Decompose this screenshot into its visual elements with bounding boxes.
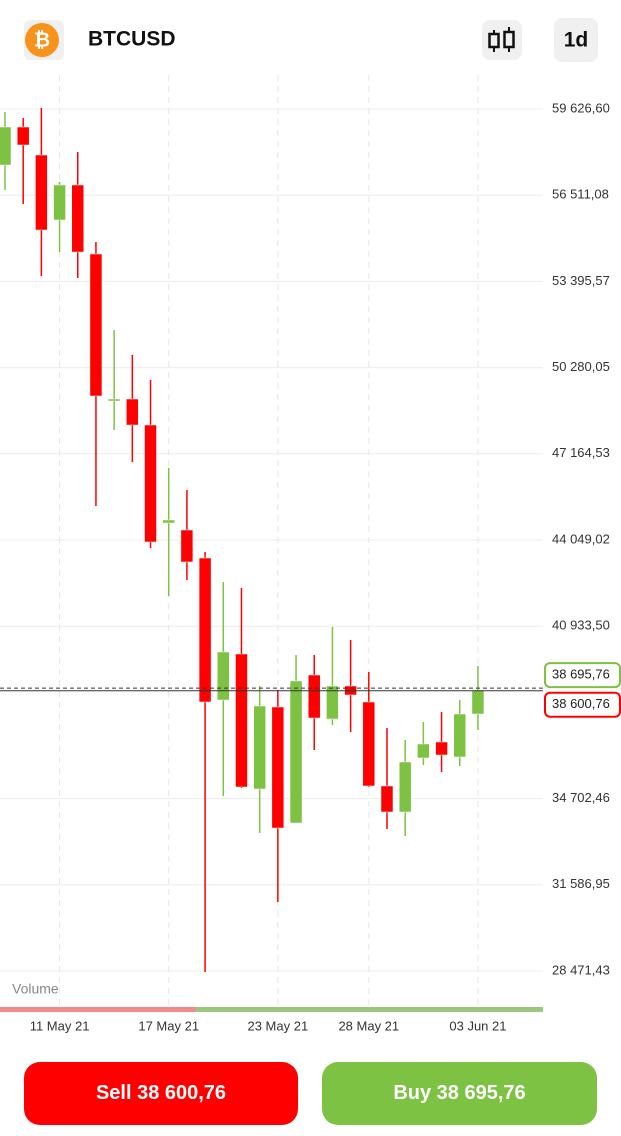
symbol[interactable]: BTCUSD: [88, 28, 176, 51]
candle-body: [162, 519, 175, 524]
candle-body: [253, 705, 266, 790]
candle-body: [126, 398, 139, 426]
x-tick-label: 28 May 21: [338, 1018, 399, 1033]
volume-bar-up: [196, 1007, 543, 1012]
candle-body: [0, 126, 12, 166]
candle-body: [453, 713, 466, 758]
timeframe[interactable]: 1d: [564, 29, 589, 52]
sell-button[interactable]: Sell 38 600,76: [24, 1062, 298, 1125]
button-bg[interactable]: [482, 20, 522, 60]
candle-body: [380, 785, 394, 813]
candle-body: [35, 154, 48, 231]
candle-body: [53, 184, 66, 221]
candle-body: [217, 651, 230, 701]
y-tick-label: 56 511,08: [552, 187, 609, 202]
bitcoin-symbol: ₿: [34, 29, 50, 51]
timeframe-button[interactable]: [554, 18, 598, 62]
volume-bar-down: [0, 1007, 196, 1012]
x-tick-label: 17 May 21: [138, 1018, 199, 1033]
candle-body: [307, 674, 321, 719]
y-tick-label: 53 395,57: [552, 273, 610, 288]
chart-type-button[interactable]: [482, 20, 522, 60]
candle-body: [198, 557, 212, 703]
candle-body: [289, 680, 303, 824]
candle-body: [398, 761, 412, 813]
candle-body: [71, 184, 85, 253]
candle-body: [471, 690, 485, 715]
volume-label: Volume: [12, 981, 59, 997]
icon-stroke: [488, 32, 500, 49]
y-tick-label: 50 280,05: [552, 359, 610, 374]
icon-stroke: [503, 30, 515, 49]
y-tick-label: 28 471,43: [552, 962, 610, 977]
bitcoin-icon: [25, 23, 59, 57]
candle-body: [180, 529, 194, 563]
ask-label: 38 695,76: [552, 667, 610, 682]
candle-body: [362, 701, 376, 787]
x-tick-label: 23 May 21: [247, 1018, 308, 1033]
bid-label: 38 600,76: [552, 696, 610, 711]
ask-label-box: [544, 662, 621, 689]
y-tick-label: 44 049,02: [552, 531, 610, 546]
candle-body: [144, 424, 157, 543]
candle-body: [417, 743, 430, 759]
y-tick-label: 47 164,53: [552, 445, 610, 460]
bid-label-box: [544, 691, 621, 718]
candle-body: [89, 253, 103, 397]
x-tick-label: 03 Jun 21: [449, 1018, 506, 1033]
candle-body: [326, 685, 339, 720]
candle-body: [435, 741, 448, 756]
chart: ₿ BTCUSD 1d Volume 28 471,43 31 586,95 34 …: [0, 18, 621, 1033]
y-tick-label: 31 586,95: [552, 876, 610, 891]
y-tick-label: 40 933,50: [552, 618, 610, 633]
y-tick-label: 59 626,60: [552, 100, 610, 115]
y-tick-label: 34 702,46: [552, 790, 610, 805]
candle-body: [16, 126, 30, 146]
candle-body: [107, 398, 121, 402]
x-tick-label: 11 May 21: [30, 1018, 90, 1033]
buy-button[interactable]: Buy 38 695,76: [322, 1062, 597, 1125]
candle-body: [235, 653, 248, 788]
candle-body: [271, 706, 285, 829]
